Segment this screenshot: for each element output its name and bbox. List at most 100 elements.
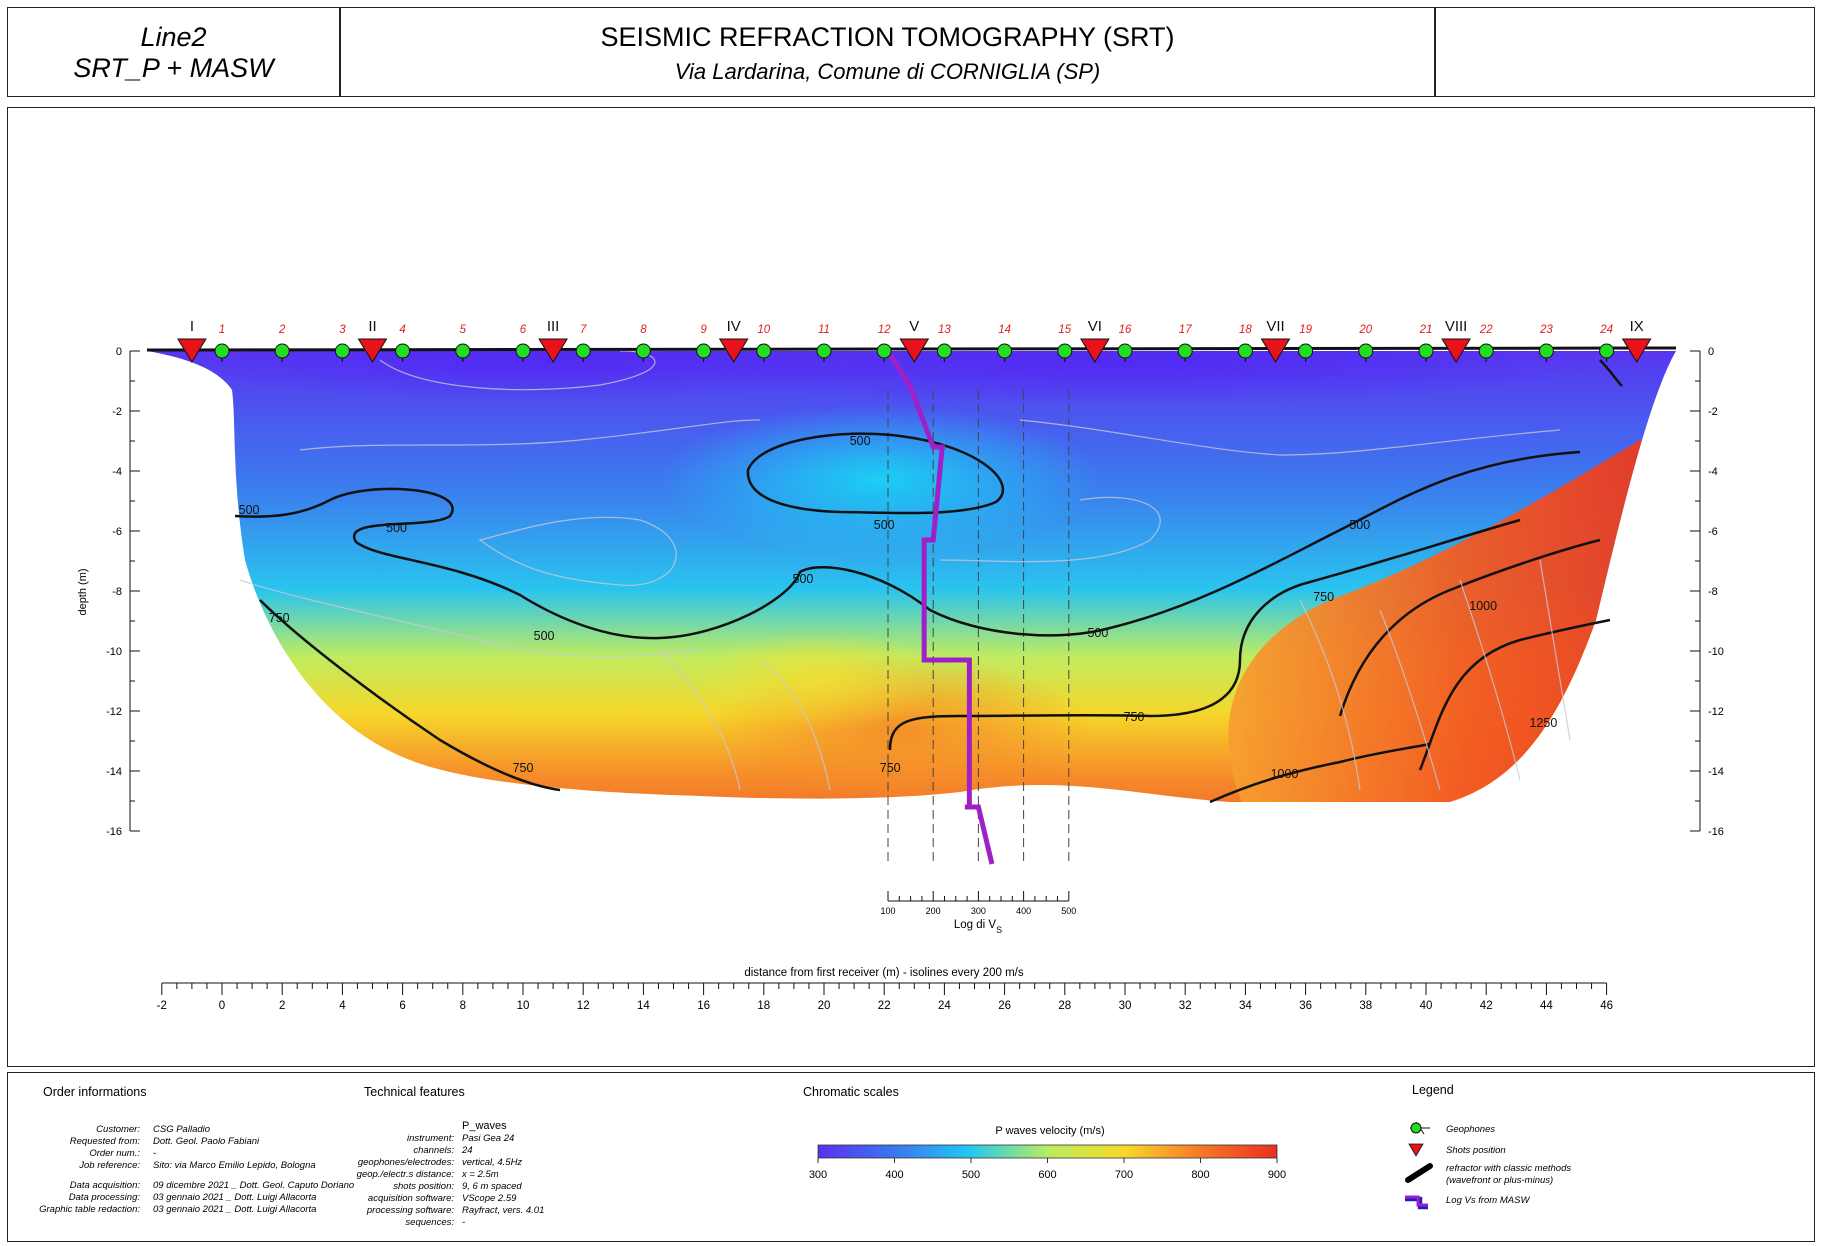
geophone-marker: [334, 343, 350, 359]
x-tick-label: 12: [577, 1000, 590, 1012]
tech-label: shots position:: [393, 1181, 454, 1192]
order-label: Data processing:: [68, 1192, 140, 1203]
geophone-marker: [936, 343, 952, 359]
legend-title: Legend: [1412, 1083, 1454, 1097]
tech-value: x = 2.5m: [462, 1169, 499, 1180]
y-tick-label: -4: [1708, 466, 1718, 478]
geophone-label: 24: [1599, 324, 1613, 336]
geophone-label: 9: [700, 324, 707, 336]
isoline-label: 1000: [1469, 599, 1497, 613]
order-value: 03 gennaio 2021 _ Dott. Luigi Allacorta: [153, 1192, 317, 1203]
geophone-label: 14: [998, 324, 1011, 336]
depth-axes: 0 -2 -4 -6 -8 -10 -12 -14 -16 0 -2 -4 -6 -8 -10 -12 -14 -…: [106, 346, 1724, 838]
geophone-marker: [395, 343, 411, 359]
isoline-label: 500: [1087, 626, 1108, 640]
order-title: Order informations: [43, 1085, 147, 1099]
x-tick-label: 20: [818, 1000, 831, 1012]
tech-value: 24: [462, 1145, 473, 1156]
vs-axis: 100 200 300 400 500: [880, 891, 1076, 916]
isoline-label: 500: [850, 434, 871, 448]
x-tick-label: 42: [1480, 1000, 1493, 1012]
x-tick-label: 16: [697, 1000, 710, 1012]
vs-tick-label: 100: [880, 906, 895, 916]
x-tick-label: 38: [1359, 1000, 1372, 1012]
geophone-label: 6: [520, 324, 527, 336]
y-tick-label: 0: [1708, 346, 1714, 358]
geophone-marker: [816, 343, 832, 359]
y-tick-label: 0: [116, 346, 122, 358]
x-tick-label: 44: [1540, 1000, 1553, 1012]
x-tick-label: 2: [279, 1000, 285, 1012]
order-value: Sito: via Marco Emilio Lepido, Bologna: [153, 1160, 316, 1171]
vertical-reference-lines: [887, 390, 1070, 864]
isoline-label: 750: [513, 761, 534, 775]
isoline-label: 500: [793, 572, 814, 586]
y-tick-label: -8: [112, 586, 122, 598]
geophone-marker: [274, 343, 290, 359]
shot-label: VII: [1266, 318, 1284, 335]
method-label: SRT_P + MASW: [73, 53, 274, 83]
isoline-label: 500: [386, 521, 407, 535]
y-tick-label: -8: [1708, 586, 1718, 598]
geophone-marker: [1057, 343, 1073, 359]
tech-value: vertical, 4.5Hz: [462, 1157, 523, 1168]
acquisition-markers: 1 2 3 4 5 6 7 8 9 10 11 12 13 14 15 16 17 18 19 20 21 22 23 24I…: [177, 318, 1652, 363]
isoline-label: 750: [1124, 710, 1145, 724]
tech-label: channels:: [413, 1145, 454, 1156]
isoline-label: 500: [534, 629, 555, 643]
vs-axis-label: Log di VS: [954, 919, 1002, 935]
tech-value: Pasi Gea 24: [462, 1133, 515, 1144]
order-value: -: [153, 1148, 157, 1159]
isoline-label: 1000: [1271, 767, 1299, 781]
geophone-marker: [515, 343, 531, 359]
geophone-marker: [876, 343, 892, 359]
shot-label: IX: [1630, 318, 1644, 335]
isoline-label: 500: [1349, 518, 1370, 532]
geophone-label: 23: [1539, 324, 1553, 336]
tech-values: Pasi Gea 24 24 vertical, 4.5Hz x = 2.5m 9, 6…: [462, 1133, 622, 1229]
y-tick-label: -10: [1708, 646, 1724, 658]
geophone-marker: [1358, 343, 1374, 359]
shot-marker: [1080, 338, 1110, 363]
y-tick-label: -6: [112, 526, 122, 538]
x-tick-label: 14: [637, 1000, 650, 1012]
x-tick-label: 32: [1179, 1000, 1192, 1012]
vs-tick-label: 300: [971, 906, 986, 916]
x-tick-label: 10: [517, 1000, 530, 1012]
vs-tick-label: 400: [1016, 906, 1031, 916]
header-line-box: Line2 SRT_P + MASW: [7, 7, 340, 97]
geophone-label: 1: [219, 324, 225, 336]
geophone-marker: [214, 343, 230, 359]
geophone-label: 18: [1239, 324, 1252, 336]
geophone-label: 12: [878, 324, 891, 336]
geophone-label: 19: [1299, 324, 1312, 336]
order-value: Dott. Geol. Paolo Fabiani: [153, 1136, 260, 1147]
x-tick-label: 40: [1420, 1000, 1433, 1012]
isoline-label: 1250: [1529, 716, 1557, 730]
tech-label: geophones/electrodes:: [357, 1157, 454, 1168]
geophone-marker: [696, 343, 712, 359]
geophone-marker: [1298, 343, 1314, 359]
x-tick-label: 28: [1058, 1000, 1071, 1012]
tech-label: geop./electr.s distance:: [356, 1169, 454, 1180]
y-tick-label: -12: [106, 706, 122, 718]
tech-value: Rayfract, vers. 4.01: [462, 1205, 545, 1216]
shot-marker: [538, 338, 568, 363]
order-label: Graphic table redaction:: [39, 1204, 140, 1215]
chromatic-title: Chromatic scales: [803, 1085, 899, 1099]
y-tick-label: -2: [112, 406, 122, 418]
order-label: Order num.:: [89, 1148, 140, 1159]
minor-isolines: [239, 350, 1571, 791]
tech-heading: P_waves: [462, 1120, 507, 1132]
geophone-marker: [455, 343, 471, 359]
y-tick-label: -12: [1708, 706, 1724, 718]
velocity-section: [147, 351, 1676, 802]
x-tick-label: 22: [878, 1000, 891, 1012]
shot-label: VI: [1088, 318, 1102, 335]
order-value: CSG Palladio: [153, 1124, 211, 1135]
tech-value: 9, 6 m spaced: [462, 1181, 522, 1192]
isoline-labels: 500 500 500 500 500 500 500 500 750 750 750 750 750 1…: [239, 434, 1558, 781]
geophone-marker: [1538, 343, 1554, 359]
y-tick-label: -14: [1708, 766, 1724, 778]
